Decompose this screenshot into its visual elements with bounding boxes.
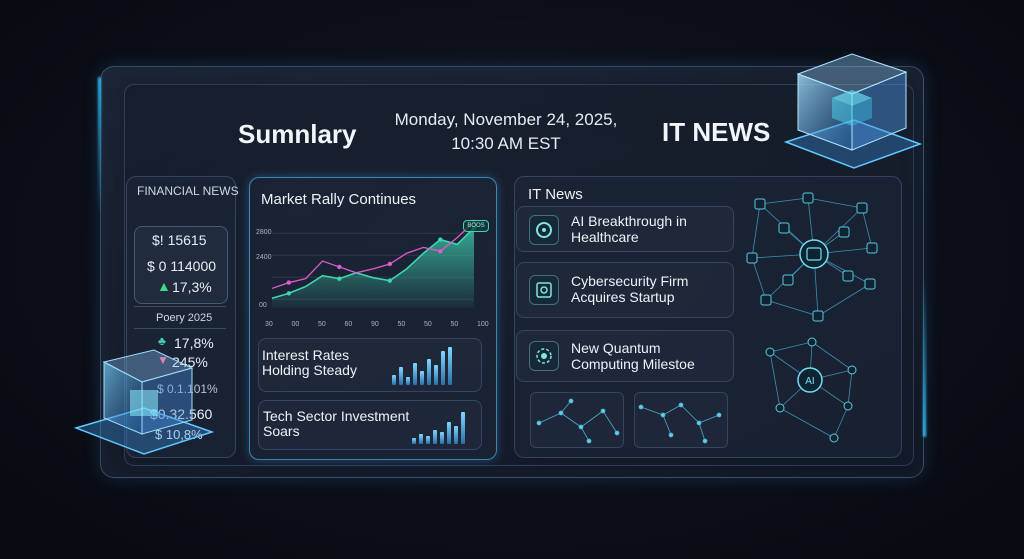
- bar: [426, 436, 430, 444]
- bar: [440, 432, 444, 444]
- network-thumbnail[interactable]: [634, 392, 728, 448]
- bar: [412, 438, 416, 444]
- news-line: Healthcare: [571, 229, 639, 245]
- y-tick: 2800: [256, 229, 272, 236]
- shield-target-icon: [529, 275, 559, 305]
- network-graph-icon: [638, 402, 722, 444]
- stat-up: 17,8%: [174, 335, 214, 351]
- financial-news-heading: FINANCIAL NEWS: [137, 184, 239, 198]
- divider: [134, 328, 226, 329]
- x-tick: 60: [344, 321, 353, 328]
- data-point-pink[interactable]: [387, 261, 393, 267]
- cluster-icon: ♣: [158, 334, 166, 348]
- network-thumbnail[interactable]: [530, 392, 624, 448]
- x-tick: 50: [397, 321, 406, 328]
- data-point-pink[interactable]: [337, 264, 342, 270]
- x-tick: 50: [318, 321, 326, 328]
- data-point-pink[interactable]: [286, 280, 292, 285]
- mini-bar-chart: [412, 408, 465, 444]
- news-line: New Quantum: [571, 340, 661, 356]
- news-line: Computing Milestoe: [571, 356, 695, 372]
- bar: [448, 347, 452, 385]
- x-tick: 00: [291, 321, 300, 328]
- x-tick: 50: [424, 321, 432, 328]
- bar: [461, 412, 465, 444]
- financial-summary-box[interactable]: [134, 226, 228, 304]
- mini-bar-chart: [392, 345, 452, 385]
- card-line: Holding Steady: [262, 362, 357, 378]
- bar: [392, 375, 396, 385]
- financial-value-2: $ 0 114000: [147, 258, 217, 274]
- x-tick: 30: [265, 321, 273, 328]
- down-arrow-icon: ▼: [157, 353, 169, 367]
- x-tick: 90: [371, 321, 379, 328]
- card-line: Tech Sector Investment: [263, 408, 410, 424]
- x-axis-ticks: 30 00 50 60 90 50 50 50 100: [265, 321, 489, 331]
- it-news-heading: IT News: [528, 186, 583, 203]
- network-graph-icon: [536, 398, 620, 444]
- data-point-teal[interactable]: [337, 276, 342, 281]
- news-title: AI Breakthrough in Healthcare: [571, 213, 687, 245]
- card-line: Interest Rates: [262, 347, 350, 363]
- y-tick: 00: [259, 302, 267, 309]
- bar: [441, 351, 445, 385]
- glass-cube-decoration: [74, 349, 214, 455]
- news-title: New Quantum Computing Milestoe: [571, 340, 695, 372]
- card-line: Soars: [263, 423, 300, 439]
- news-line: Cybersecurity Firm: [571, 273, 689, 289]
- x-tick: 100: [477, 321, 489, 328]
- financial-value-1: $! 15615: [152, 232, 207, 248]
- bar: [427, 359, 431, 385]
- datetime-date: Monday, November 24, 2025,: [394, 110, 618, 129]
- network-center-label: AI: [805, 376, 814, 387]
- bar: [447, 422, 451, 444]
- it-news-title: IT NEWS: [662, 117, 771, 147]
- divider: [134, 306, 226, 307]
- data-point-teal[interactable]: [438, 237, 443, 242]
- datetime-time: 10:30 AM EST: [451, 134, 561, 153]
- news-line: AI Breakthrough in: [571, 213, 687, 229]
- chart-title: Market Rally Continues: [261, 191, 417, 208]
- bar: [433, 430, 437, 444]
- market-chart[interactable]: [258, 214, 480, 322]
- period-label: Poery 2025: [156, 312, 213, 324]
- bar: [419, 434, 423, 444]
- news-title: Cybersecurity Firm Acquires Startup: [571, 273, 688, 305]
- news-line: Acquires Startup: [571, 289, 675, 305]
- bar: [434, 365, 438, 385]
- bar: [420, 371, 424, 385]
- y-tick: 2400: [256, 254, 272, 261]
- stat-3: $ 0.1.101%: [157, 382, 218, 396]
- x-tick: 50: [450, 321, 459, 328]
- bar: [454, 426, 458, 444]
- bar: [399, 367, 403, 385]
- tech-investment-title: Tech Sector Investment Soars: [263, 409, 409, 439]
- up-arrow-icon: ▲: [157, 278, 171, 294]
- network-diagram-bottom: AI: [765, 337, 857, 443]
- bar: [406, 377, 410, 385]
- financial-change: 17,3%: [172, 279, 212, 295]
- data-point-teal[interactable]: [387, 278, 393, 283]
- glass-cube-decoration: [783, 53, 923, 169]
- network-diagram-top: [746, 192, 878, 322]
- summary-title: Sumnlary: [238, 119, 357, 149]
- ai-circle-icon: [529, 215, 559, 245]
- interest-rates-title: Interest Rates Holding Steady: [262, 348, 357, 378]
- news-item-quantum[interactable]: New Quantum Computing Milestoe: [516, 330, 734, 382]
- chart-badge: BOOS: [463, 220, 489, 232]
- tech-investment-card[interactable]: [258, 400, 482, 450]
- news-item-cybersecurity[interactable]: Cybersecurity Firm Acquires Startup: [516, 262, 734, 318]
- stat-down: 245%: [172, 354, 208, 370]
- data-point-pink[interactable]: [438, 249, 443, 254]
- data-point-teal[interactable]: [286, 291, 292, 296]
- bar: [413, 363, 417, 385]
- stat-4: $0.32.560: [150, 406, 212, 422]
- area-fill: [272, 227, 474, 308]
- datetime: Monday, November 24, 2025, 10:30 AM EST: [380, 108, 632, 156]
- news-item-ai[interactable]: AI Breakthrough in Healthcare: [516, 206, 734, 252]
- quantum-gear-icon: [529, 341, 559, 371]
